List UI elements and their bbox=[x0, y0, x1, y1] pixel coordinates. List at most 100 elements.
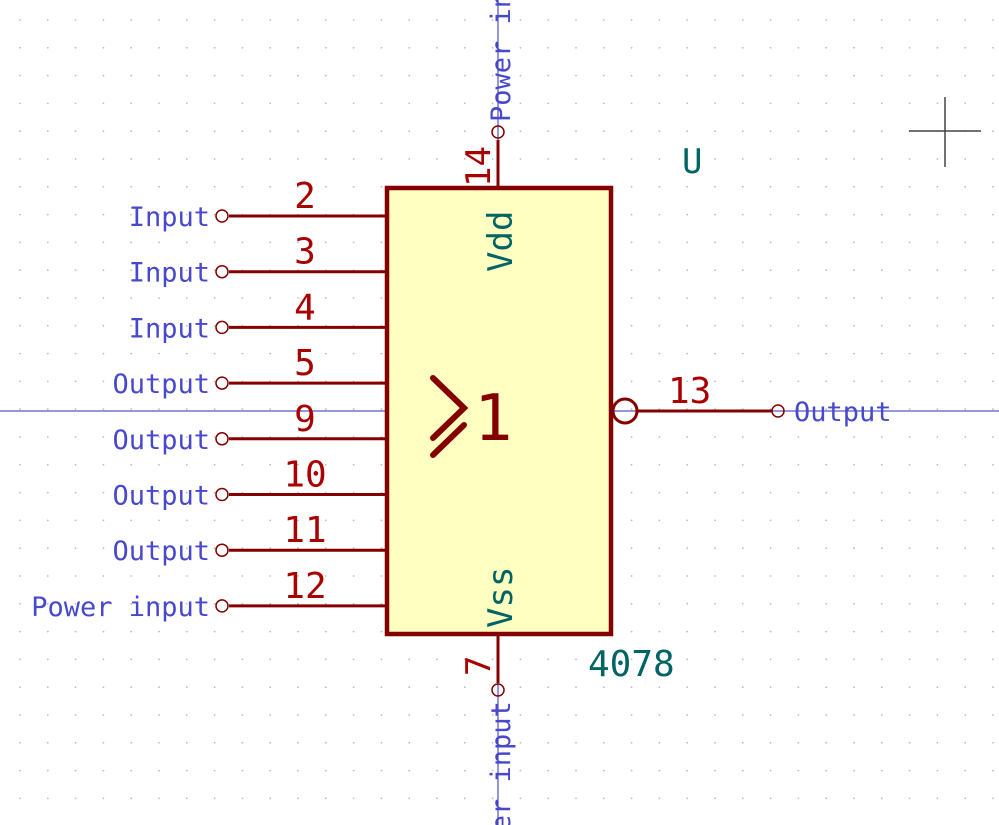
grid-dot bbox=[602, 46, 605, 49]
pin-top-connection-point[interactable] bbox=[491, 125, 505, 139]
grid-dot bbox=[825, 46, 828, 49]
grid-dot bbox=[741, 491, 744, 494]
grid-dot bbox=[714, 297, 716, 299]
left-pin-connection-point[interactable] bbox=[215, 209, 229, 223]
grid-dot bbox=[46, 714, 49, 716]
pin-bottom-connection-point[interactable] bbox=[491, 683, 505, 697]
grid-dot bbox=[686, 213, 689, 216]
grid-dot bbox=[19, 714, 21, 716]
left-pin-group[interactable]: 12 Power input bbox=[31, 566, 387, 623]
grid-dot bbox=[19, 491, 21, 494]
grid-dot bbox=[491, 74, 494, 77]
left-pin-group[interactable]: 2 Input bbox=[129, 176, 387, 233]
grid-dot bbox=[74, 158, 77, 160]
grid-dot bbox=[797, 158, 800, 160]
grid-dot bbox=[19, 241, 21, 244]
grid-dot bbox=[324, 686, 327, 689]
grid-dot bbox=[185, 213, 188, 216]
grid-dot bbox=[741, 519, 744, 522]
grid-dot bbox=[324, 74, 327, 77]
grid-dot bbox=[825, 741, 828, 744]
left-pin-connection-point[interactable] bbox=[215, 543, 229, 557]
grid-dot bbox=[686, 463, 689, 466]
left-pin-group[interactable]: 3 Input bbox=[129, 232, 387, 289]
ic-body[interactable] bbox=[384, 185, 614, 637]
grid-dot bbox=[797, 213, 800, 216]
grid-dot bbox=[19, 463, 21, 466]
grid-dot bbox=[19, 658, 21, 661]
grid-dot bbox=[658, 741, 661, 744]
grid-dot bbox=[324, 408, 327, 411]
grid-dot bbox=[602, 714, 605, 716]
left-pin-group[interactable]: 9 Output bbox=[112, 399, 387, 456]
grid-dot bbox=[519, 714, 522, 716]
left-pin-group[interactable]: 5 Output bbox=[112, 343, 387, 400]
grid-dot bbox=[992, 408, 994, 411]
grid-dot bbox=[241, 714, 244, 716]
grid-dot bbox=[658, 241, 661, 244]
grid-dot bbox=[630, 575, 633, 577]
pin-right-group[interactable]: 13 Output bbox=[611, 371, 892, 428]
grid-dot bbox=[19, 102, 21, 105]
grid-dot bbox=[964, 797, 967, 800]
pin-bottom-group[interactable]: 7 Vss Power input bbox=[459, 567, 521, 825]
pin-right-connection-point[interactable] bbox=[771, 404, 785, 418]
reference-designator[interactable]: U bbox=[682, 142, 702, 182]
grid-dot bbox=[436, 102, 438, 105]
grid-dot bbox=[491, 741, 494, 744]
grid-dot bbox=[964, 686, 967, 689]
grid-dot bbox=[741, 714, 744, 716]
grid-dot bbox=[213, 575, 216, 577]
grid-dot bbox=[269, 102, 272, 105]
left-pin-group[interactable]: 10 Output bbox=[112, 455, 387, 512]
grid-dot bbox=[269, 797, 272, 800]
grid-dot bbox=[519, 19, 522, 21]
grid-dot bbox=[130, 130, 133, 133]
grid-dot bbox=[658, 658, 661, 661]
grid-dot bbox=[575, 19, 577, 21]
grid-dot bbox=[658, 102, 661, 105]
left-pin-group[interactable]: 4 Input bbox=[129, 287, 387, 344]
grid-dot bbox=[46, 658, 49, 661]
part-value[interactable]: 4078 bbox=[588, 644, 675, 685]
grid-dot bbox=[853, 602, 855, 605]
grid-dot bbox=[714, 575, 716, 577]
grid-dot bbox=[630, 130, 633, 133]
grid-dot bbox=[658, 491, 661, 494]
grid-dot bbox=[964, 408, 967, 411]
grid-dot bbox=[714, 491, 716, 494]
grid-dot bbox=[714, 658, 716, 661]
left-pin-connection-point[interactable] bbox=[215, 376, 229, 390]
grid-dot bbox=[241, 297, 244, 299]
grid-dot bbox=[741, 130, 744, 133]
grid-dot bbox=[936, 714, 939, 716]
pin-top-group[interactable]: 14 Vdd Power input bbox=[459, 0, 521, 272]
left-pin-connection-point[interactable] bbox=[215, 599, 229, 613]
grid-dot bbox=[130, 297, 133, 299]
grid-dot bbox=[185, 46, 188, 49]
grid-dot bbox=[686, 797, 689, 800]
left-pin-group[interactable]: 11 Output bbox=[112, 510, 387, 567]
left-pin-connection-point[interactable] bbox=[215, 487, 229, 502]
grid-dot bbox=[519, 46, 522, 49]
pin-top-type: Power input bbox=[486, 0, 517, 122]
left-pin-connection-point[interactable] bbox=[215, 264, 229, 279]
grid-dot bbox=[686, 658, 689, 661]
grid-dot bbox=[102, 714, 105, 716]
left-pin-connection-point[interactable] bbox=[215, 432, 229, 446]
grid-dot bbox=[769, 19, 772, 21]
grid-dot bbox=[491, 714, 494, 716]
grid-dot bbox=[630, 380, 633, 383]
grid-dot bbox=[797, 408, 800, 411]
grid-dot bbox=[241, 74, 244, 77]
left-pin-connection-point[interactable] bbox=[215, 320, 229, 335]
grid-dot bbox=[297, 102, 299, 105]
grid-dot bbox=[575, 158, 577, 160]
grid-dot bbox=[380, 769, 383, 772]
grid-dot bbox=[102, 519, 105, 522]
grid-dot bbox=[130, 324, 133, 327]
grid-dot bbox=[130, 602, 133, 605]
grid-dot bbox=[992, 352, 994, 355]
